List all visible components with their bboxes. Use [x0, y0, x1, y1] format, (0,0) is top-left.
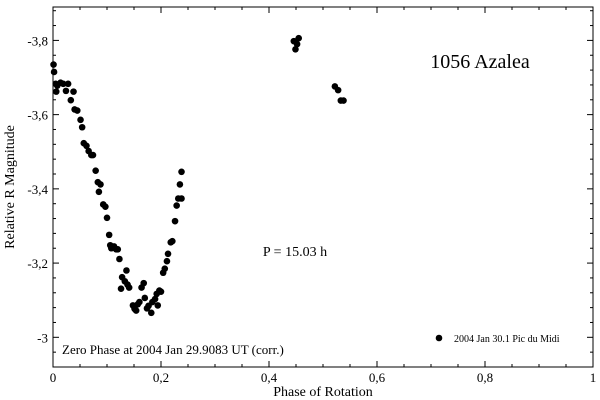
- y-axis-label: Relative R Magnitude: [3, 125, 18, 249]
- data-point: [105, 231, 113, 239]
- data-point: [334, 86, 342, 94]
- data-point: [136, 298, 143, 306]
- data-point: [176, 181, 184, 188]
- data-point: [154, 302, 162, 309]
- data-points: [50, 34, 347, 317]
- x-axis-ticks: 0 0,2 0,4 0,6 0,8 1: [50, 7, 597, 385]
- x-tick-label: 0,4: [261, 370, 278, 385]
- data-point: [97, 181, 104, 188]
- y-tick-label: -3,8: [27, 33, 48, 48]
- data-point: [125, 284, 133, 291]
- y-tick-label: -3,2: [27, 256, 48, 271]
- data-point: [64, 80, 72, 88]
- data-point: [95, 188, 103, 196]
- data-point: [103, 214, 111, 222]
- period-annotation: P = 15.03 h: [263, 245, 327, 260]
- data-point: [77, 116, 84, 124]
- data-point: [293, 40, 301, 48]
- zero-phase-annotation: Zero Phase at 2004 Jan 29.9083 UT (corr.…: [62, 342, 284, 357]
- data-point: [164, 250, 172, 258]
- data-point: [62, 87, 70, 95]
- data-point: [70, 88, 77, 95]
- data-point: [140, 279, 148, 287]
- data-point: [157, 288, 165, 295]
- data-point: [340, 97, 347, 104]
- y-axis-ticks: -3 -3,2 -3,4 -3,6 -3,8: [27, 10, 593, 368]
- data-point: [50, 61, 57, 68]
- data-point: [173, 202, 180, 209]
- data-point: [52, 88, 60, 95]
- data-point: [161, 265, 169, 272]
- data-point: [123, 267, 130, 274]
- x-tick-label: 0,2: [153, 370, 169, 385]
- data-point: [116, 255, 123, 263]
- data-point: [169, 237, 176, 245]
- data-point: [117, 285, 125, 292]
- x-tick-label: 0,6: [369, 370, 386, 385]
- data-point: [178, 195, 185, 202]
- data-point: [67, 96, 75, 104]
- y-tick-label: -3: [37, 330, 48, 345]
- x-axis-label: Phase of Rotation: [273, 385, 373, 400]
- data-point: [292, 46, 299, 53]
- legend-label: 2004 Jan 30.1 Pic du Midi: [454, 334, 560, 345]
- data-point: [59, 80, 67, 88]
- legend: 2004 Jan 30.1 Pic du Midi: [435, 334, 560, 345]
- data-point: [147, 309, 155, 317]
- data-point: [171, 217, 179, 225]
- data-point: [102, 203, 109, 210]
- data-point: [178, 168, 185, 176]
- data-point: [163, 257, 171, 265]
- data-point: [132, 307, 140, 314]
- y-tick-label: -3,4: [27, 182, 48, 197]
- data-point: [89, 151, 97, 159]
- legend-marker: [435, 334, 443, 342]
- data-point: [92, 167, 99, 174]
- x-tick-label: 0: [50, 370, 57, 385]
- data-point: [141, 294, 149, 302]
- data-point: [83, 142, 90, 150]
- data-point: [50, 68, 58, 76]
- data-point: [74, 107, 81, 114]
- y-tick-label: -3,6: [27, 108, 48, 123]
- data-point: [78, 123, 86, 131]
- data-point: [151, 295, 159, 303]
- data-point: [295, 34, 303, 42]
- x-tick-label: 0,8: [477, 370, 493, 385]
- chart-title: 1056 Azalea: [430, 51, 530, 73]
- x-tick-label: 1: [590, 370, 597, 385]
- data-point: [114, 246, 122, 253]
